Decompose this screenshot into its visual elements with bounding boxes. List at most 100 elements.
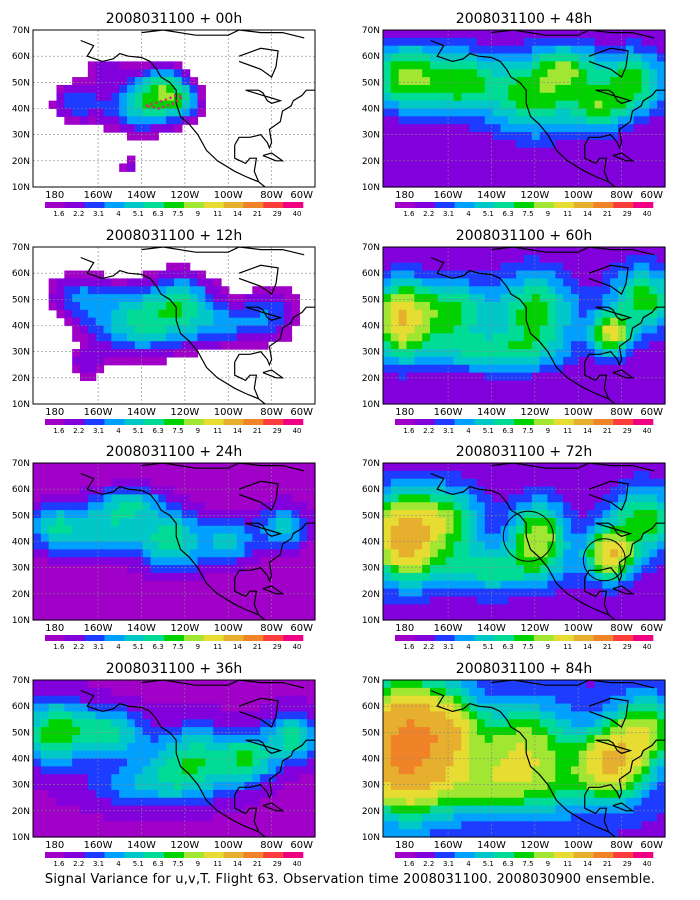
heatmap-cell: [547, 782, 556, 791]
heatmap-cell: [213, 294, 222, 303]
heatmap-cell: [594, 247, 603, 256]
heatmap-cell: [555, 680, 564, 689]
x-tick-label: 60W: [640, 407, 663, 418]
heatmap-cell: [571, 703, 580, 712]
heatmap-cell: [649, 147, 658, 157]
heatmap-cell: [657, 132, 666, 141]
heatmap-cell: [414, 565, 423, 574]
heatmap-cell: [453, 463, 462, 472]
heatmap-cell: [383, 612, 392, 621]
heatmap-cell: [516, 533, 525, 543]
heatmap-cell: [422, 100, 431, 110]
heatmap-cell: [252, 774, 261, 783]
heatmap-cell: [197, 341, 206, 350]
heatmap-cell: [657, 549, 666, 558]
heatmap-cell: [477, 703, 486, 712]
heatmap-cell: [406, 782, 415, 791]
heatmap-cell: [414, 517, 423, 527]
heatmap-cell: [602, 53, 611, 62]
colorbar-label: 7.5: [522, 210, 533, 218]
heatmap-cell: [649, 247, 658, 256]
heatmap-cell: [610, 502, 619, 511]
heatmap-cell: [56, 612, 65, 621]
heatmap-cell: [492, 294, 502, 303]
heatmap-cell: [586, 270, 596, 279]
heatmap-cell: [197, 486, 206, 495]
heatmap-cell: [48, 478, 58, 488]
heatmap-cell: [430, 711, 439, 720]
heatmap-cell: [221, 813, 230, 822]
heatmap-cell: [166, 572, 175, 582]
heatmap-cell: [508, 813, 517, 822]
heatmap-cell: [578, 604, 588, 613]
heatmap-cell: [594, 84, 603, 94]
heatmap-cell: [430, 596, 439, 605]
heatmap-cell: [150, 565, 159, 574]
heatmap-cell: [555, 270, 564, 279]
heatmap-cell: [445, 92, 455, 102]
heatmap-cell: [484, 69, 494, 78]
heatmap-cell: [492, 680, 502, 689]
coastline: [584, 145, 610, 183]
heatmap-cell: [477, 262, 486, 272]
heatmap-cell: [150, 758, 159, 767]
heatmap-cell: [127, 525, 136, 535]
heatmap-cell: [383, 341, 392, 350]
heatmap-cell: [260, 486, 269, 495]
heatmap-cell: [500, 525, 509, 535]
heatmap-cell: [406, 588, 415, 598]
heatmap-cell: [383, 270, 392, 279]
heatmap-cell: [477, 612, 486, 621]
heatmap-cell: [275, 703, 285, 712]
heatmap-cell: [56, 309, 65, 319]
heatmap-cell: [618, 604, 627, 613]
heatmap-cell: [539, 774, 549, 783]
heatmap-cell: [563, 61, 572, 70]
heatmap-cell: [307, 549, 316, 558]
heatmap-cell: [602, 510, 611, 519]
heatmap-cell: [189, 100, 199, 110]
heatmap-cell: [142, 766, 152, 775]
heatmap-cell: [516, 108, 525, 117]
heatmap-cell: [430, 372, 439, 382]
heatmap-cell: [430, 388, 439, 397]
y-tick-label: 30N: [12, 781, 30, 791]
heatmap-cell: [531, 77, 541, 86]
heatmap-cell: [244, 541, 253, 550]
heatmap-cell: [80, 294, 89, 303]
coastline: [141, 462, 305, 472]
heatmap-cell: [602, 596, 611, 605]
heatmap-cell: [40, 742, 50, 752]
x-tick-label: 100W: [214, 623, 243, 634]
heatmap-cell: [539, 372, 549, 382]
colorbar-label: 4: [466, 427, 471, 435]
heatmap-cell: [437, 278, 447, 287]
heatmap-cell: [64, 695, 73, 705]
heatmap-cell: [119, 502, 128, 511]
heatmap-cell: [500, 77, 509, 86]
heatmap-cell: [469, 317, 478, 327]
heatmap-cell: [437, 309, 447, 319]
heatmap-cell: [610, 494, 619, 503]
heatmap-cell: [508, 742, 517, 752]
heatmap-cell: [437, 37, 447, 47]
heatmap-cell: [414, 356, 423, 366]
heatmap-cell: [158, 478, 167, 488]
heatmap-cell: [72, 782, 81, 791]
heatmap-cell: [166, 782, 175, 791]
heatmap-cell: [111, 349, 120, 358]
heatmap-cell: [142, 517, 152, 527]
heatmap-cell: [461, 703, 470, 712]
heatmap-cell: [524, 829, 533, 838]
heatmap-cell: [64, 486, 73, 495]
heatmap-cell: [618, 100, 627, 110]
heatmap-cell: [197, 470, 206, 480]
heatmap-cell: [406, 108, 415, 117]
heatmap-cell: [445, 821, 455, 830]
heatmap-cell: [252, 680, 261, 689]
heatmap-cell: [307, 612, 316, 621]
heatmap-cell: [252, 734, 261, 744]
heatmap-cell: [469, 278, 478, 287]
y-tick-label: 10N: [12, 183, 30, 193]
heatmap-cell: [602, 77, 611, 86]
